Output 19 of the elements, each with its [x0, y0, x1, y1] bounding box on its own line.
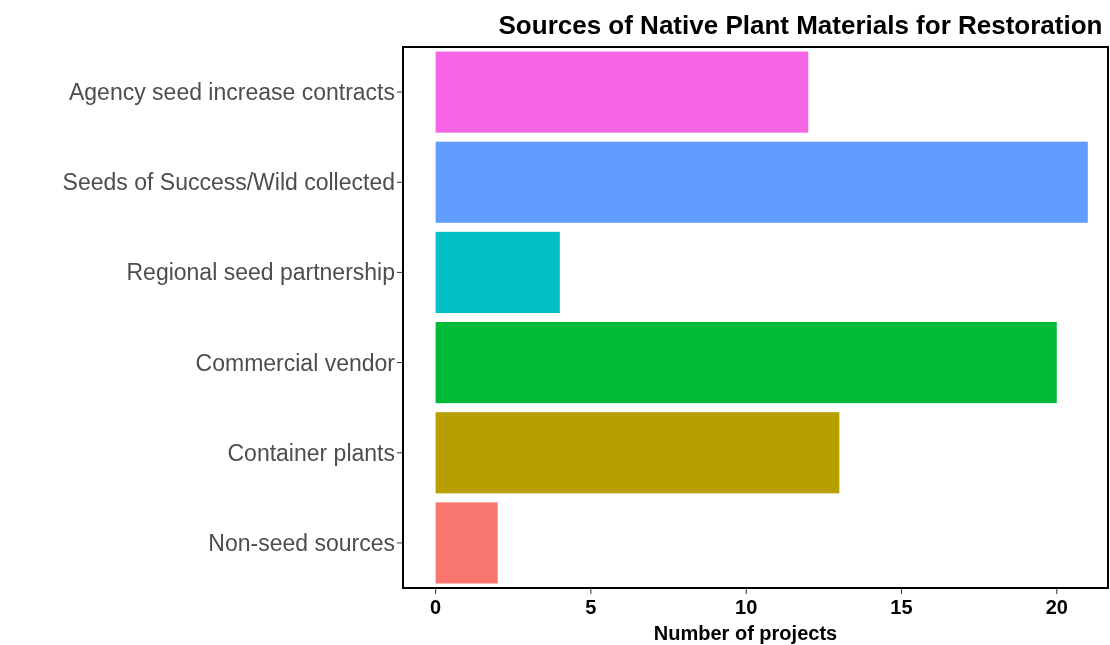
bar [435, 322, 1057, 404]
x-tick-label: 20 [1045, 596, 1068, 618]
y-tick-label: Non-seed sources [208, 529, 395, 556]
x-axis-title: Number of projects [653, 622, 838, 644]
x-tick-label: 10 [735, 596, 758, 618]
y-tick-label: Commercial vendor [195, 349, 396, 376]
y-tick-label: Seeds of Success/Wild collected [62, 169, 395, 196]
bar [435, 141, 1088, 223]
chart-title: Sources of Native Plant Materials for Restoration [498, 10, 1103, 40]
x-tick-label: 5 [585, 596, 597, 618]
y-tick-label: Agency seed increase contracts [68, 79, 395, 106]
bar [435, 51, 809, 133]
bar [435, 231, 560, 313]
bar [435, 502, 498, 584]
bar [435, 412, 840, 494]
y-tick-label: Regional seed partnership [126, 259, 395, 286]
y-tick-label: Container plants [227, 439, 395, 466]
x-tick-label: 15 [890, 596, 913, 618]
x-tick-label: 0 [430, 596, 442, 618]
